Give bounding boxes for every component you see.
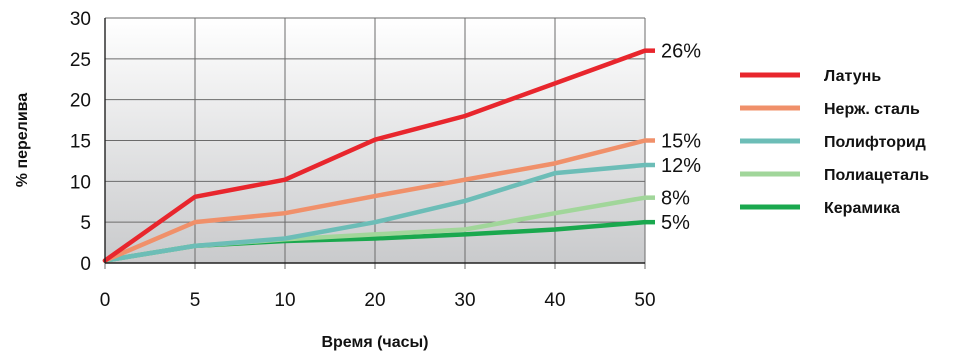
end-value-label: 5% [661, 212, 690, 234]
x-axis-title: Время (часы) [321, 334, 428, 351]
y-tick-label: 20 [70, 91, 91, 112]
x-tick-label: 0 [100, 290, 111, 311]
end-value-label: 15% [661, 131, 701, 153]
x-tick-label: 10 [274, 290, 295, 311]
legend-label: Нерж. сталь [824, 101, 920, 118]
x-tick-label: 40 [544, 290, 565, 311]
y-tick-label: 15 [70, 132, 91, 153]
axes: 0 5 10 15 20 25 30 0 5 10 20 30 40 50 [70, 9, 656, 311]
legend-label: Полифторид [824, 134, 926, 151]
x-tick-label: 20 [364, 290, 385, 311]
legend: Латунь Нерж. сталь Полифторид Полиацеталь Ке… [740, 68, 929, 217]
end-value-label: 8% [661, 188, 690, 210]
series-line [102, 162, 648, 263]
y-tick-label: 5 [80, 213, 91, 234]
end-labels: 26% 15%12% 8%5% [645, 41, 701, 234]
x-tick-label: 50 [634, 290, 655, 311]
legend-label: Полиацеталь [824, 167, 929, 184]
legend-label: Керамика [824, 200, 900, 217]
series-line [102, 138, 648, 263]
y-tick-label: 30 [70, 9, 91, 30]
end-value-label: 12% [661, 155, 701, 177]
y-tick-label: 25 [70, 50, 91, 71]
x-tick-label: 5 [190, 290, 201, 311]
y-tick-label: 0 [80, 254, 91, 275]
series-line [102, 48, 648, 263]
series-lines [102, 48, 648, 263]
end-value-label: 26% [661, 41, 701, 63]
legend-label: Латунь [824, 68, 881, 85]
x-tick-label: 30 [454, 290, 475, 311]
y-tick-label: 10 [70, 172, 91, 193]
y-axis-title: % перелива [14, 93, 31, 188]
